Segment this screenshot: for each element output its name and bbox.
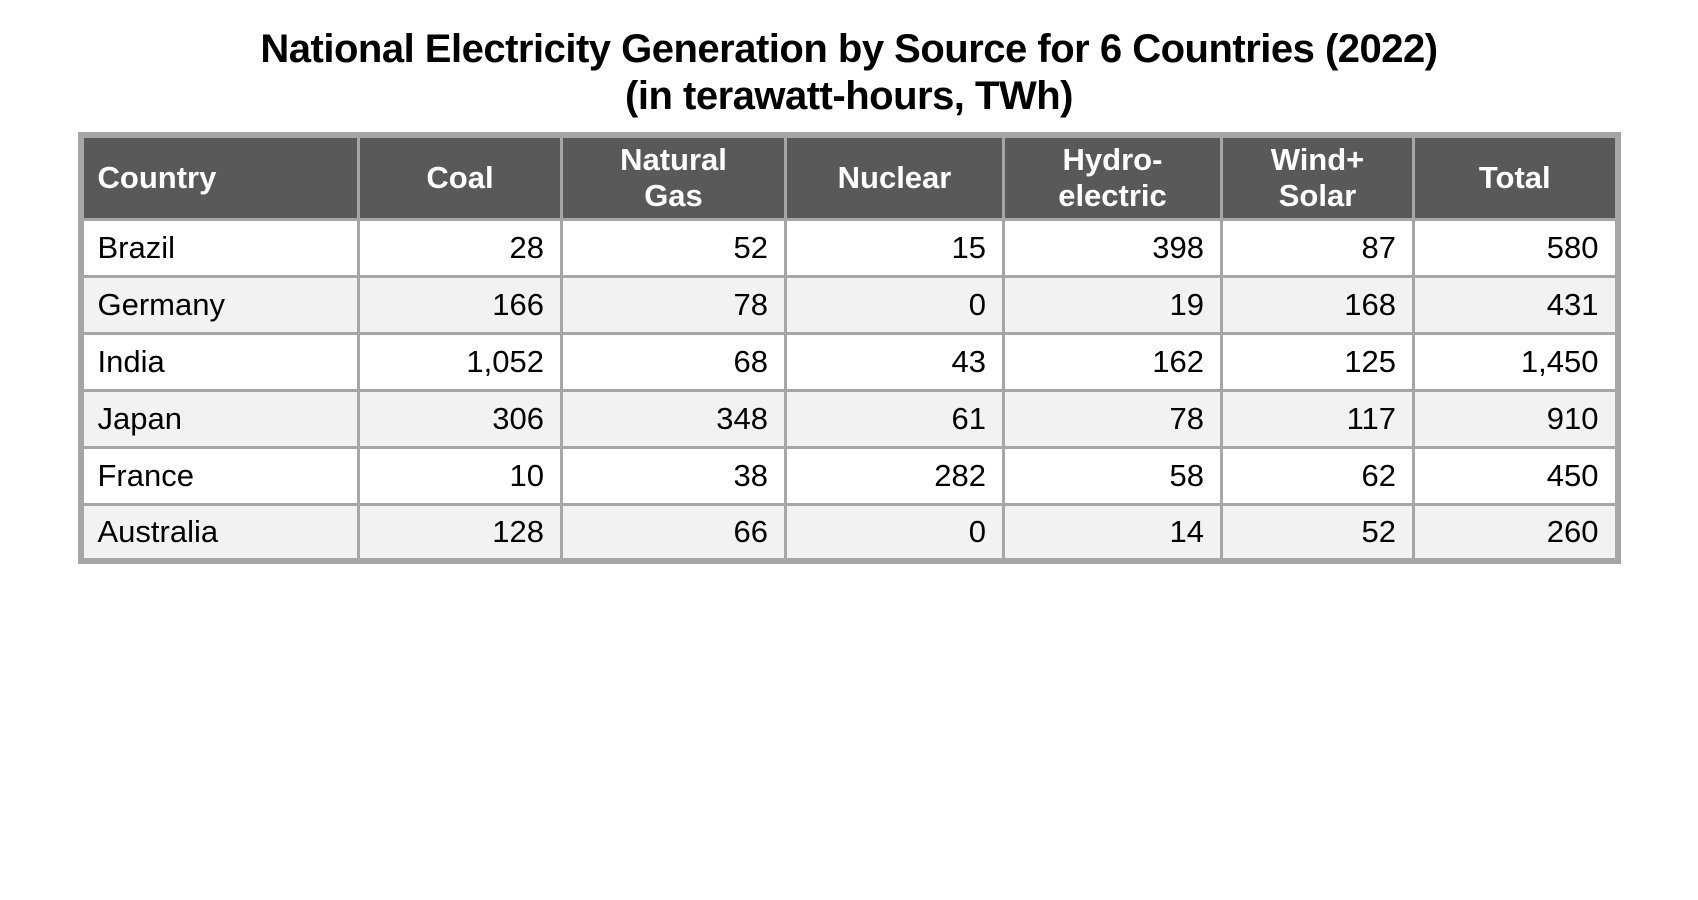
cell-natural-gas: 68 [560,331,787,392]
cell-coal: 128 [357,502,563,563]
header-row: Country Coal Natural Gas Nuclear Hydro- … [79,133,1619,221]
table-row-india: India 1,052 68 43 162 125 1,450 [79,331,1619,392]
cell-coal: 166 [357,274,563,335]
col-header-country: Country [79,133,360,221]
cell-nuclear: 0 [784,502,1005,563]
electricity-generation-table: Country Coal Natural Gas Nuclear Hydro- … [77,132,1621,564]
cell-wind-solar: 117 [1220,388,1415,449]
table-row-japan: Japan 306 348 61 78 117 910 [79,388,1619,449]
cell-country: Brazil [79,217,360,278]
cell-hydroelectric: 162 [1002,331,1223,392]
cell-natural-gas: 52 [560,217,787,278]
cell-nuclear: 282 [784,445,1005,506]
table-row-australia: Australia 128 66 0 14 52 260 [79,502,1619,563]
cell-nuclear: 0 [784,274,1005,335]
col-header-hydroelectric: Hydro- electric [1002,133,1223,221]
cell-hydroelectric: 398 [1002,217,1223,278]
cell-total: 450 [1412,445,1619,506]
title-line-2: (in terawatt-hours, TWh) [625,74,1073,118]
cell-country: Germany [79,274,360,335]
cell-wind-solar: 62 [1220,445,1415,506]
col-header-coal: Coal [357,133,563,221]
table-row-germany: Germany 166 78 0 19 168 431 [79,274,1619,335]
col-header-nuclear: Nuclear [784,133,1005,221]
col-header-total: Total [1412,133,1619,221]
cell-coal: 28 [357,217,563,278]
table-row-brazil: Brazil 28 52 15 398 87 580 [79,217,1619,278]
cell-wind-solar: 125 [1220,331,1415,392]
cell-country: Japan [79,388,360,449]
cell-nuclear: 43 [784,331,1005,392]
title-line-1: National Electricity Generation by Sourc… [260,27,1438,71]
cell-hydroelectric: 78 [1002,388,1223,449]
cell-natural-gas: 348 [560,388,787,449]
cell-wind-solar: 168 [1220,274,1415,335]
cell-total: 910 [1412,388,1619,449]
cell-total: 1,450 [1412,331,1619,392]
cell-total: 431 [1412,274,1619,335]
table-row-france: France 10 38 282 58 62 450 [79,445,1619,506]
cell-natural-gas: 78 [560,274,787,335]
col-header-wind-solar: Wind+ Solar [1220,133,1415,221]
chart-title: National Electricity Generation by Sourc… [0,26,1698,120]
cell-natural-gas: 66 [560,502,787,563]
cell-total: 580 [1412,217,1619,278]
cell-nuclear: 61 [784,388,1005,449]
cell-coal: 1,052 [357,331,563,392]
col-header-natural-gas: Natural Gas [560,133,787,221]
cell-hydroelectric: 19 [1002,274,1223,335]
cell-hydroelectric: 14 [1002,502,1223,563]
cell-nuclear: 15 [784,217,1005,278]
cell-country: Australia [79,502,360,563]
cell-coal: 10 [357,445,563,506]
cell-wind-solar: 52 [1220,502,1415,563]
cell-country: India [79,331,360,392]
cell-coal: 306 [357,388,563,449]
cell-natural-gas: 38 [560,445,787,506]
cell-hydroelectric: 58 [1002,445,1223,506]
cell-total: 260 [1412,502,1619,563]
cell-wind-solar: 87 [1220,217,1415,278]
cell-country: France [79,445,360,506]
